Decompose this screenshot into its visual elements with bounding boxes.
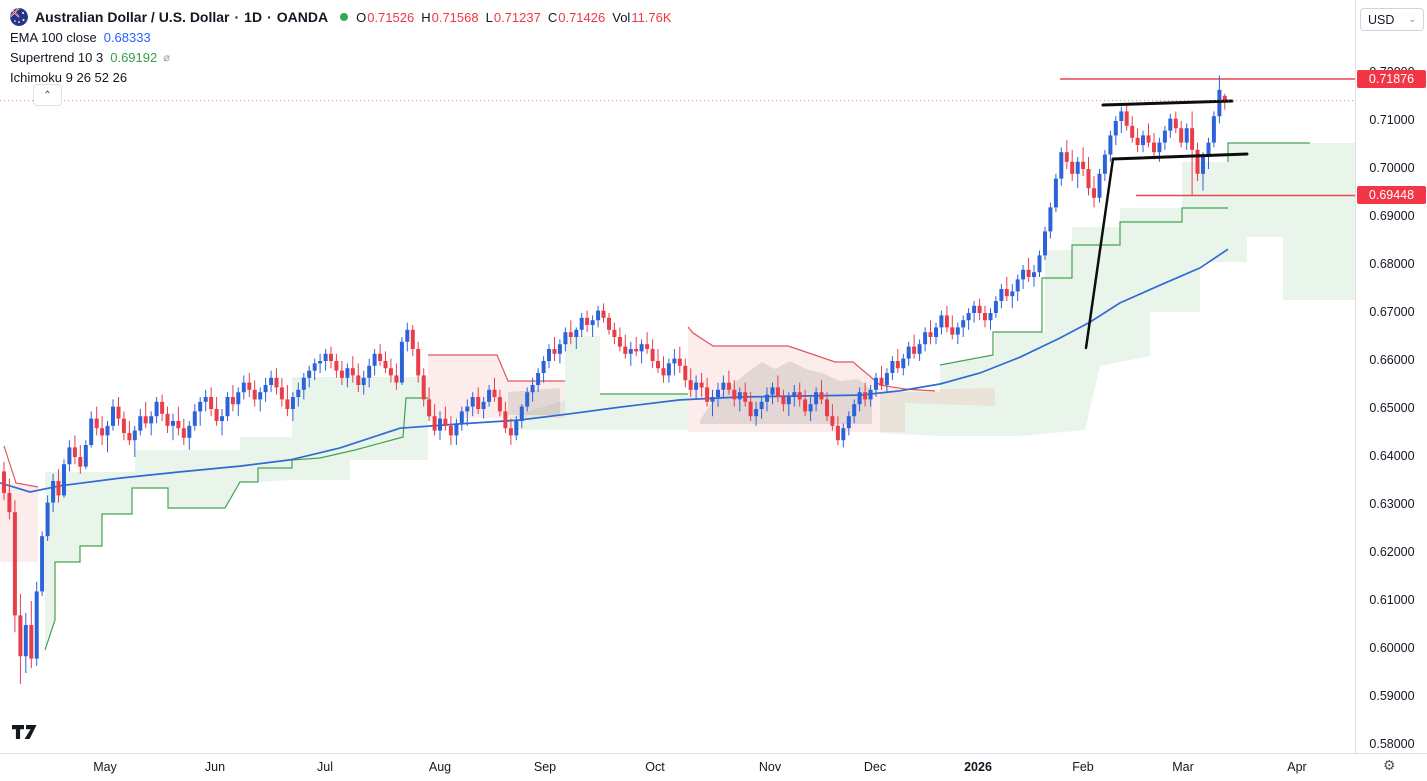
chart-legend: Australian Dollar / U.S. Dollar · 1D · O… — [10, 7, 672, 87]
time-axis-tick: Oct — [645, 760, 665, 774]
ichimoku-cloud-red — [905, 388, 995, 406]
time-axis-tick: Mar — [1172, 760, 1194, 774]
tradingview-logo[interactable] — [10, 722, 40, 747]
ichimoku-cloud-green — [565, 336, 600, 430]
indicator-row-supertrend[interactable]: Supertrend 10 3 0.69192 ⌀ — [10, 47, 672, 67]
supertrend-up-line — [44, 397, 428, 651]
separator: · — [234, 9, 240, 25]
price-axis-tick: 0.67000 — [1369, 304, 1415, 319]
ema100-line — [0, 248, 1229, 493]
market-status-icon[interactable] — [340, 13, 349, 21]
timeframe-label[interactable]: 1D — [244, 9, 263, 25]
price-axis-tick: 0.61000 — [1369, 592, 1415, 607]
australia-flag-icon — [10, 8, 28, 26]
time-axis[interactable]: May Jun Jul Aug Sep Oct Nov Dec 2026 Feb Mar Apr — [0, 753, 1355, 781]
ichimoku-cloud-green — [880, 143, 1355, 436]
ichimoku-cloud-green — [600, 394, 688, 430]
ichimoku-cloud-red — [0, 483, 38, 562]
indicator-name: EMA 100 close — [10, 29, 97, 45]
currency-label: USD — [1368, 12, 1395, 27]
price-axis-tick: 0.71000 — [1369, 113, 1415, 127]
price-axis-tick: 0.69000 — [1369, 209, 1415, 223]
chevron-down-icon: ⌄ — [1408, 14, 1416, 24]
diameter-icon: ⌀ — [163, 51, 170, 64]
chevron-up-icon: ⌃ — [43, 89, 52, 101]
indicator-row-ichimoku[interactable]: Ichimoku 9 26 52 26 — [10, 67, 672, 87]
price-axis-tick: 0.66000 — [1369, 352, 1415, 367]
ohlc-values: O 0.71526 H 0.71568 L 0.71237 C 0.71426 Vol 1… — [356, 10, 671, 25]
ichimoku-cloud-layer — [0, 142, 1355, 651]
open-value: 0.71526 — [367, 9, 415, 25]
symbol-legend-row[interactable]: Australian Dollar / U.S. Dollar · 1D · O… — [10, 7, 672, 27]
trendline-drawing — [1084, 157, 1115, 350]
gear-icon[interactable]: ⚙ — [1383, 757, 1396, 773]
axis-settings-corner: ⚙ — [1355, 753, 1427, 781]
close-label: C — [547, 9, 558, 25]
indicator-name: Supertrend 10 3 — [10, 49, 104, 65]
low-label: L — [485, 9, 493, 25]
close-value: 0.71426 — [558, 9, 606, 25]
supertrend-down-line — [3, 445, 39, 488]
currency-toggle-button[interactable]: USD ⌄ — [1360, 8, 1424, 31]
indicator-value: 0.69192 — [110, 49, 158, 65]
time-axis-tick: Jul — [317, 760, 333, 774]
high-label: H — [421, 9, 431, 25]
supertrend-up-line — [939, 207, 1228, 366]
separator: · — [267, 9, 272, 25]
indicator-name: Ichimoku 9 26 52 26 — [10, 69, 128, 85]
legend-collapse-button[interactable]: ⌃ — [33, 84, 62, 106]
price-axis-tick: 0.68000 — [1369, 256, 1415, 271]
price-axis[interactable]: USD ⌄ 0.720000.710000.700000.690000.6800… — [1355, 0, 1427, 781]
ichimoku-cloud-green — [45, 377, 428, 648]
price-axis-tick: 0.62000 — [1369, 544, 1415, 559]
ichimoku-cloud-red — [688, 327, 905, 432]
volume-label: Vol — [612, 9, 631, 25]
time-axis-tick: Aug — [428, 760, 452, 774]
indicator-value: 0.68333 — [103, 29, 151, 45]
price-level-badge[interactable]: 0.71876 — [1357, 69, 1426, 88]
price-axis-tick: 0.60000 — [1369, 640, 1415, 655]
chart-area[interactable] — [0, 0, 1355, 753]
time-axis-tick: 2026 — [964, 760, 992, 774]
time-axis-tick: Apr — [1287, 760, 1307, 774]
price-axis-tick: 0.64000 — [1369, 448, 1415, 463]
time-axis-tick: Feb — [1072, 760, 1094, 774]
high-value: 0.71568 — [431, 9, 479, 25]
chart-canvas[interactable] — [0, 0, 1355, 753]
indicator-row-ema[interactable]: EMA 100 close 0.68333 — [10, 27, 672, 47]
trendline-drawing — [1111, 152, 1249, 161]
candles-layer — [2, 75, 1227, 684]
volume-value: 11.76K — [631, 9, 672, 25]
trendline-drawing — [1101, 99, 1234, 107]
time-axis-tick: Nov — [758, 760, 782, 774]
price-axis-tick: 0.65000 — [1369, 400, 1415, 415]
exchange-label[interactable]: OANDA — [276, 9, 329, 25]
low-value: 0.71237 — [493, 9, 541, 25]
open-label: O — [356, 9, 367, 25]
price-axis-tick: 0.63000 — [1369, 496, 1415, 511]
time-axis-tick: Jun — [204, 760, 226, 774]
price-axis-tick: 0.58000 — [1369, 736, 1415, 751]
supertrend-down-line — [687, 326, 936, 392]
time-axis-tick: Sep — [533, 760, 557, 774]
price-axis-tick: 0.70000 — [1369, 161, 1415, 175]
ichimoku-cloud-red — [428, 355, 565, 418]
symbol-title[interactable]: Australian Dollar / U.S. Dollar — [35, 9, 230, 25]
price-level-badge[interactable]: 0.69448 — [1357, 186, 1426, 205]
time-axis-tick: May — [93, 760, 117, 774]
price-axis-tick: 0.59000 — [1369, 688, 1415, 703]
time-axis-tick: Dec — [863, 760, 887, 774]
